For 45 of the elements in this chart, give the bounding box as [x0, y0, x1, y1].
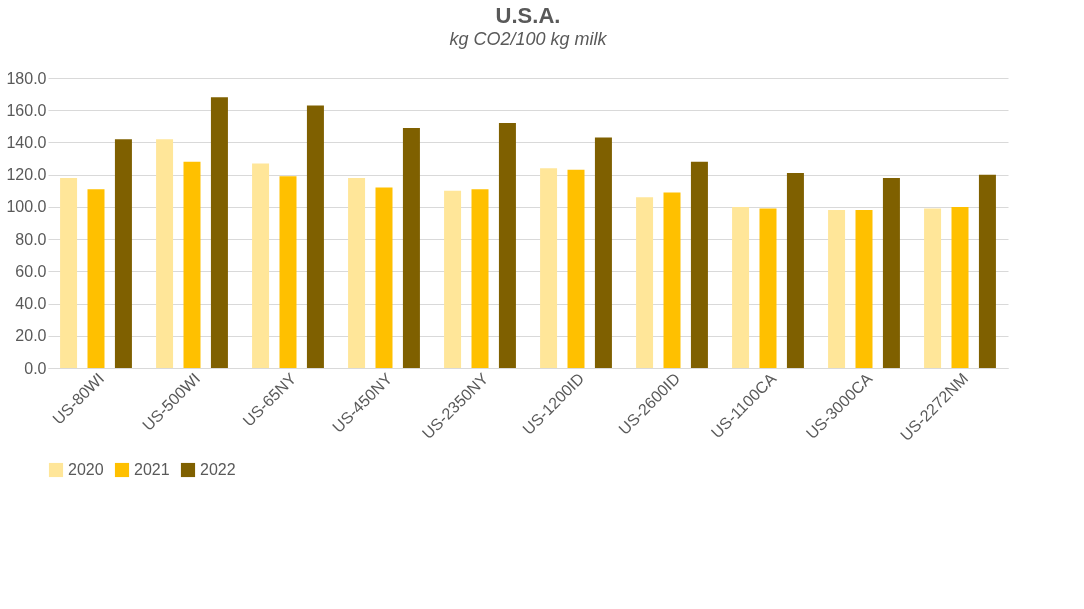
bar — [636, 197, 654, 368]
bar — [498, 123, 516, 368]
bar — [87, 189, 105, 368]
bar — [924, 208, 942, 368]
bar — [444, 190, 462, 368]
bar — [978, 174, 996, 368]
chart-subtitle: kg CO2/100 kg milk — [449, 29, 608, 49]
bar — [183, 161, 201, 368]
bar — [855, 210, 873, 368]
bar — [882, 177, 900, 368]
y-tick-label: 60.0 — [15, 262, 47, 280]
y-tick-label: 0.0 — [24, 359, 47, 377]
legend-label: 2022 — [200, 461, 236, 478]
bar — [471, 189, 489, 368]
bar — [114, 139, 132, 368]
legend-label: 2020 — [68, 461, 104, 478]
bar — [279, 176, 297, 368]
bar — [252, 163, 270, 368]
y-tick-label: 80.0 — [15, 230, 47, 248]
bar — [210, 97, 228, 368]
bar — [567, 169, 585, 368]
chart-title: U.S.A. — [495, 3, 561, 28]
bar — [663, 192, 681, 368]
bar — [306, 105, 324, 368]
bar — [402, 127, 420, 368]
y-tick-label: 100.0 — [6, 198, 47, 216]
y-tick-label: 40.0 — [15, 295, 47, 313]
bar — [690, 161, 708, 368]
bar — [348, 177, 366, 368]
bar — [759, 208, 777, 368]
bar — [60, 177, 78, 368]
bar — [732, 206, 750, 368]
bar — [828, 210, 846, 368]
bar — [375, 187, 393, 368]
y-tick-label: 160.0 — [6, 101, 47, 119]
bar — [951, 206, 969, 368]
y-tick-label: 140.0 — [6, 133, 47, 151]
bar — [594, 137, 612, 368]
legend-label: 2021 — [134, 461, 170, 478]
bar — [540, 168, 558, 368]
y-tick-label: 20.0 — [15, 327, 47, 345]
y-tick-label: 120.0 — [6, 166, 47, 184]
bar — [156, 139, 174, 368]
bar — [786, 173, 804, 368]
y-tick-label: 180.0 — [6, 69, 47, 87]
